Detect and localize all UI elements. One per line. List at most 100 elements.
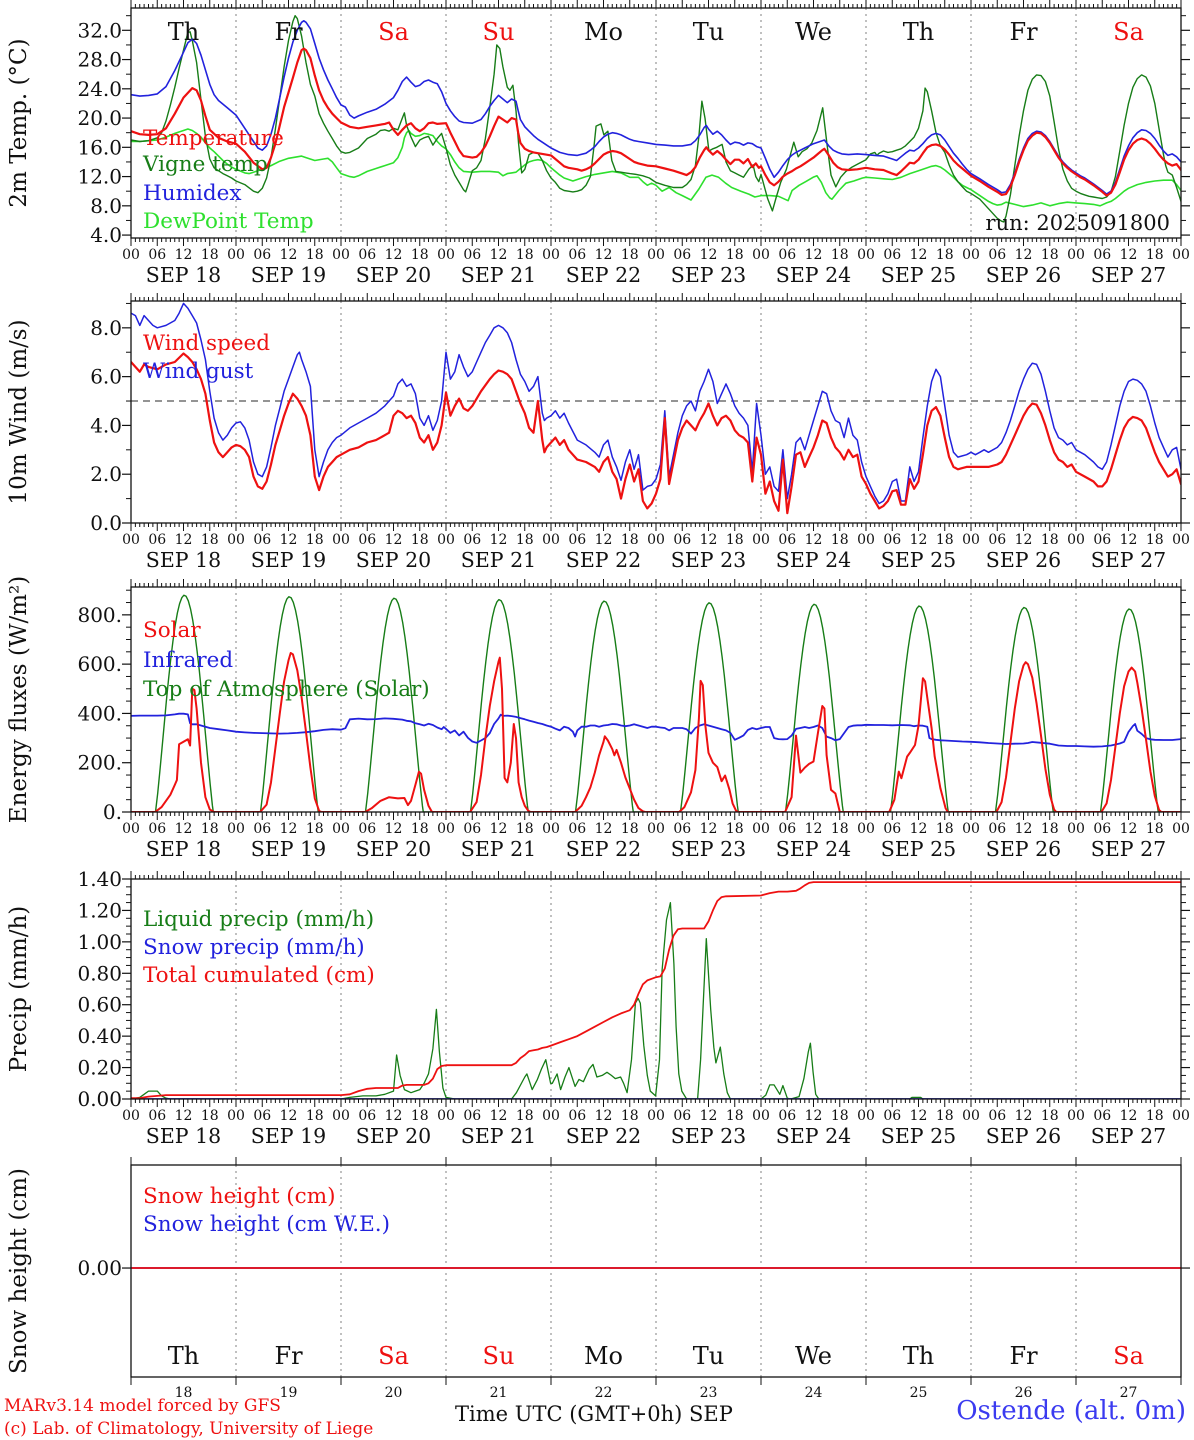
station-label: Ostende (alt. 0m) <box>956 1396 1186 1426</box>
hour-label: 00 <box>437 821 455 837</box>
hour-label: 06 <box>673 821 691 837</box>
y-tick-label: 0.80 <box>77 961 122 985</box>
hour-label: 18 <box>936 247 954 263</box>
date-label: SEP 27 <box>1091 263 1166 287</box>
y-tick-label: 8.0 <box>90 316 122 340</box>
hour-label: 12 <box>1120 532 1138 548</box>
day-name-label: Mo <box>584 1342 623 1370</box>
hour-label: 12 <box>910 1108 928 1124</box>
hour-label: 12 <box>280 1108 298 1124</box>
y-tick-label: 200. <box>77 751 122 775</box>
hour-label: 00 <box>437 247 455 263</box>
date-short-label: 27 <box>1120 1385 1138 1401</box>
y-tick-label: 0.20 <box>77 1056 122 1080</box>
date-label: SEP 18 <box>146 1124 221 1148</box>
hour-label: 00 <box>227 247 245 263</box>
panel-precipitation: 0.00 0.20 0.40 0.60 0.80 1.00 1.20 1.40 Liquid p… <box>6 867 1190 1148</box>
hour-label: 06 <box>253 1108 271 1124</box>
legend-energy-fluxes-0: Solar <box>143 618 201 643</box>
hour-label: 06 <box>778 821 796 837</box>
panel-energy-fluxes: 0. 200. 400. 600. 800. Solar Infrared Top of At… <box>6 576 1190 861</box>
date-label: SEP 22 <box>566 263 641 287</box>
date-short-label: 20 <box>385 1385 403 1401</box>
hour-label: 18 <box>621 1108 639 1124</box>
hour-label: 18 <box>201 1108 219 1124</box>
hour-label: 12 <box>490 821 508 837</box>
hour-label: 18 <box>726 1108 744 1124</box>
hour-label: 06 <box>568 247 586 263</box>
hour-label: 00 <box>962 821 980 837</box>
y-tick-label: 1.00 <box>77 930 122 954</box>
hour-label: 12 <box>1120 821 1138 837</box>
date-label: SEP 24 <box>776 548 851 572</box>
hour-label: 18 <box>726 821 744 837</box>
date-label: SEP 27 <box>1091 1124 1166 1148</box>
hour-label: 00 <box>857 1108 875 1124</box>
hour-label: 00 <box>122 532 140 548</box>
hour-label: 12 <box>280 247 298 263</box>
y-axis-title: 2m Temp. (°C) <box>6 38 32 207</box>
y-tick-label: 0. <box>103 800 122 824</box>
hour-label: 12 <box>1015 1108 1033 1124</box>
hour-label: 06 <box>358 532 376 548</box>
legend-snow-height-1: Snow height (cm W.E.) <box>143 1212 390 1237</box>
hour-label: 06 <box>1093 247 1111 263</box>
hour-label: 18 <box>306 247 324 263</box>
hour-label: 18 <box>936 1108 954 1124</box>
hour-label: 12 <box>490 532 508 548</box>
series-top-of-atmosphere-solar <box>131 594 1181 812</box>
hour-label: 06 <box>148 247 166 263</box>
hour-label: 18 <box>1041 1108 1059 1124</box>
date-label: SEP 19 <box>251 548 326 572</box>
date-label: SEP 23 <box>671 263 746 287</box>
hour-label: 00 <box>752 532 770 548</box>
y-tick-label: 0.0 <box>90 511 122 535</box>
hour-label: 18 <box>1146 247 1164 263</box>
y-tick-label: 24.0 <box>77 77 122 101</box>
date-label: SEP 24 <box>776 1124 851 1148</box>
hour-label: 06 <box>253 821 271 837</box>
date-label: SEP 21 <box>461 1124 536 1148</box>
y-axis-title: 10m Wind (m/s) <box>6 319 32 504</box>
y-tick-label: 16.0 <box>77 135 122 159</box>
hour-label: 12 <box>385 1108 403 1124</box>
hour-label: 18 <box>516 247 534 263</box>
date-short-label: 22 <box>595 1385 613 1401</box>
day-name-label: Sa <box>1113 18 1144 46</box>
hour-label: 00 <box>962 247 980 263</box>
hour-label: 18 <box>1041 532 1059 548</box>
hour-label: 12 <box>280 821 298 837</box>
hour-label: 18 <box>621 247 639 263</box>
y-tick-label: 0.40 <box>77 1024 122 1048</box>
day-name-label: Su <box>483 1342 515 1370</box>
date-label: SEP 27 <box>1091 837 1166 861</box>
date-label: SEP 23 <box>671 548 746 572</box>
hour-label: 00 <box>332 247 350 263</box>
date-label: SEP 19 <box>251 1124 326 1148</box>
date-label: SEP 20 <box>356 548 431 572</box>
hour-label: 06 <box>988 821 1006 837</box>
date-label: SEP 26 <box>986 263 1061 287</box>
hour-label: 18 <box>306 1108 324 1124</box>
run-label: run: 2025091800 <box>986 211 1170 235</box>
date-label: SEP 22 <box>566 1124 641 1148</box>
hour-label: 00 <box>752 247 770 263</box>
hour-label: 18 <box>201 532 219 548</box>
hour-label: 12 <box>805 821 823 837</box>
panel-wind-10m: 0.0 2.0 4.0 6.0 8.0 Wind speed Wind gust 10m Wi… <box>6 293 1190 572</box>
lab-credit: (c) Lab. of Climatology, University of L… <box>4 1419 374 1439</box>
hour-label: 12 <box>1015 821 1033 837</box>
hour-label: 00 <box>1172 247 1190 263</box>
y-tick-label: 1.40 <box>77 867 122 891</box>
date-label: SEP 25 <box>881 837 956 861</box>
series-solar <box>131 652 1181 812</box>
hour-label: 12 <box>385 532 403 548</box>
y-tick-label: 1.20 <box>77 898 122 922</box>
hour-label: 00 <box>542 1108 560 1124</box>
date-label: SEP 19 <box>251 263 326 287</box>
hour-label: 12 <box>1120 247 1138 263</box>
legend-precipitation-0: Liquid precip (mm/h) <box>143 907 374 932</box>
hour-label: 06 <box>883 1108 901 1124</box>
date-label: SEP 21 <box>461 548 536 572</box>
series-humidex <box>131 19 1181 195</box>
